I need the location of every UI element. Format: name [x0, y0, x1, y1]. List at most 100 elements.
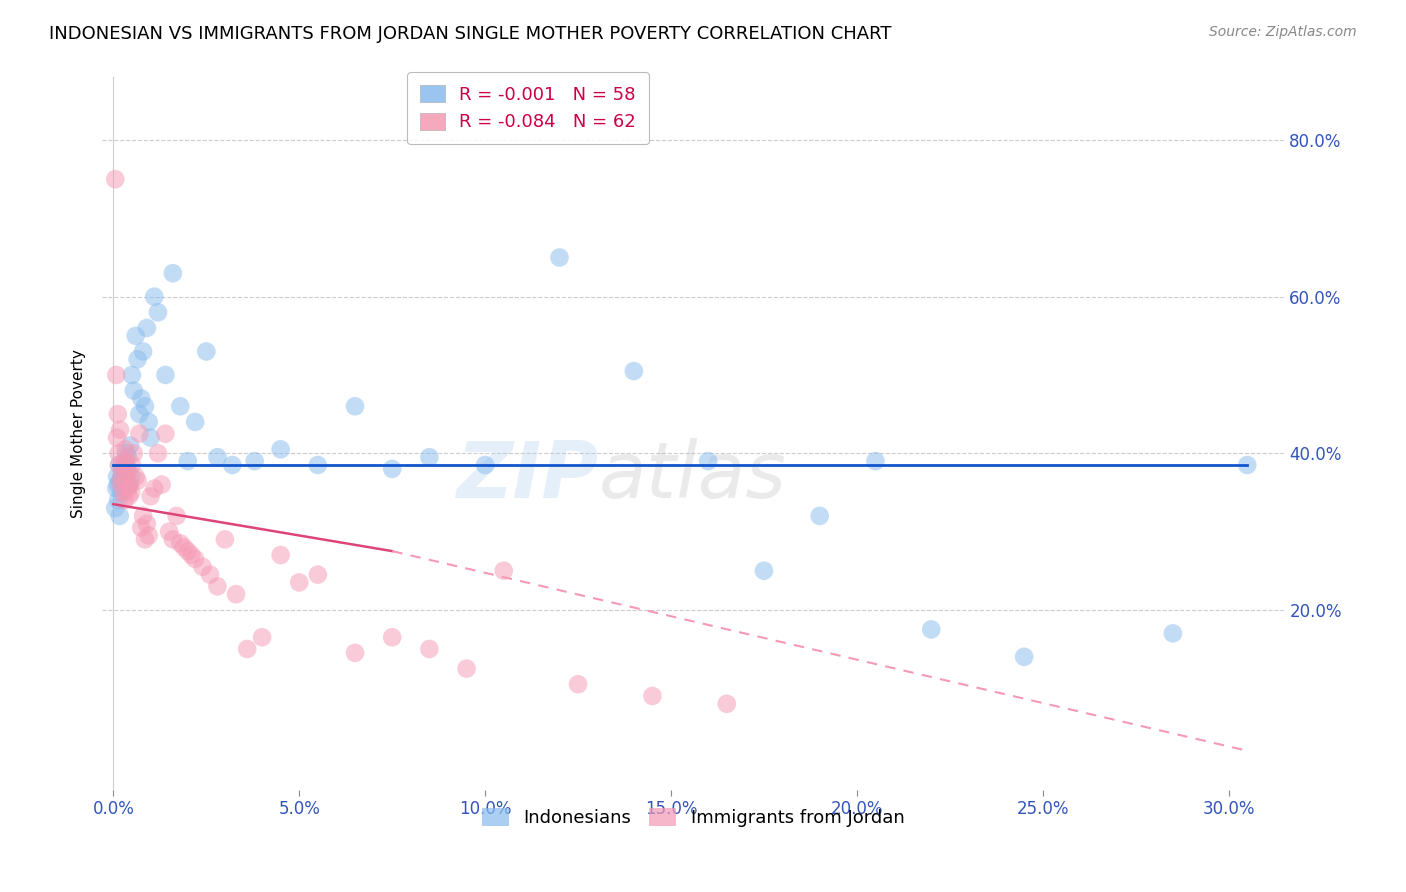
Point	[110, 485, 132, 500]
Point	[107, 446, 129, 460]
Point	[146, 305, 169, 319]
Point	[221, 458, 243, 472]
Point	[191, 559, 214, 574]
Point	[155, 426, 177, 441]
Text: atlas: atlas	[599, 439, 786, 515]
Point	[139, 431, 162, 445]
Point	[177, 454, 200, 468]
Point	[128, 426, 150, 441]
Point	[381, 630, 404, 644]
Point	[288, 575, 311, 590]
Point	[139, 489, 162, 503]
Point	[177, 544, 200, 558]
Point	[112, 474, 135, 488]
Point	[107, 477, 129, 491]
Point	[381, 462, 404, 476]
Point	[110, 469, 132, 483]
Point	[1012, 649, 1035, 664]
Point	[343, 399, 366, 413]
Point	[107, 407, 129, 421]
Point	[155, 368, 177, 382]
Text: INDONESIAN VS IMMIGRANTS FROM JORDAN SINGLE MOTHER POVERTY CORRELATION CHART: INDONESIAN VS IMMIGRANTS FROM JORDAN SIN…	[49, 25, 891, 43]
Point	[456, 662, 478, 676]
Point	[169, 399, 191, 413]
Point	[138, 415, 160, 429]
Point	[108, 458, 131, 472]
Point	[135, 516, 157, 531]
Text: Source: ZipAtlas.com: Source: ZipAtlas.com	[1209, 25, 1357, 39]
Point	[134, 533, 156, 547]
Point	[122, 446, 145, 460]
Point	[128, 407, 150, 421]
Point	[474, 458, 496, 472]
Point	[1161, 626, 1184, 640]
Point	[157, 524, 180, 539]
Point	[250, 630, 273, 644]
Point	[270, 548, 292, 562]
Point	[105, 482, 128, 496]
Point	[225, 587, 247, 601]
Point	[121, 368, 143, 382]
Point	[1236, 458, 1258, 472]
Point	[117, 450, 139, 465]
Text: ZIP: ZIP	[457, 439, 599, 515]
Point	[121, 458, 143, 472]
Point	[105, 368, 128, 382]
Point	[115, 446, 138, 460]
Point	[112, 477, 135, 491]
Point	[865, 454, 887, 468]
Point	[697, 454, 720, 468]
Point	[132, 508, 155, 523]
Point	[108, 458, 131, 472]
Point	[307, 458, 329, 472]
Point	[120, 438, 142, 452]
Point	[184, 552, 207, 566]
Point	[343, 646, 366, 660]
Point	[198, 567, 221, 582]
Point	[243, 454, 266, 468]
Point	[195, 344, 218, 359]
Point	[418, 450, 440, 465]
Point	[120, 485, 142, 500]
Point	[104, 501, 127, 516]
Point	[105, 431, 128, 445]
Point	[129, 521, 152, 535]
Point	[114, 454, 136, 468]
Point	[752, 564, 775, 578]
Point	[180, 548, 202, 562]
Point	[173, 540, 195, 554]
Point	[127, 474, 149, 488]
Point	[143, 482, 166, 496]
Point	[169, 536, 191, 550]
Point	[120, 477, 142, 491]
Point	[567, 677, 589, 691]
Point	[920, 623, 942, 637]
Point	[108, 508, 131, 523]
Point	[122, 384, 145, 398]
Point	[124, 328, 146, 343]
Point	[162, 266, 184, 280]
Point	[104, 172, 127, 186]
Point	[107, 493, 129, 508]
Point	[166, 508, 188, 523]
Point	[207, 579, 229, 593]
Point	[114, 493, 136, 508]
Point	[115, 454, 138, 468]
Point	[129, 392, 152, 406]
Point	[111, 462, 134, 476]
Point	[110, 477, 132, 491]
Point	[418, 642, 440, 657]
Point	[207, 450, 229, 465]
Point	[117, 466, 139, 480]
Point	[124, 469, 146, 483]
Point	[184, 415, 207, 429]
Point	[108, 423, 131, 437]
Point	[641, 689, 664, 703]
Point	[114, 442, 136, 457]
Point	[118, 477, 141, 491]
Point	[716, 697, 738, 711]
Point	[808, 508, 831, 523]
Point	[117, 482, 139, 496]
Point	[162, 533, 184, 547]
Point	[138, 528, 160, 542]
